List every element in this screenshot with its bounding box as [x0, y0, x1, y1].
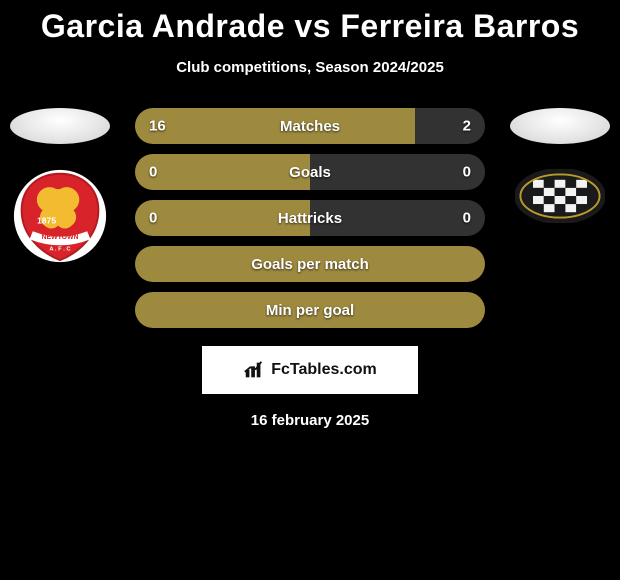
- footer-date: 16 february 2025: [0, 412, 620, 429]
- stat-bars: Matches 16 2 Goals 0 0 Hattricks 0 0 Goals per ma…: [135, 108, 485, 328]
- stat-bar: Matches 16 2: [135, 108, 485, 144]
- stat-bar-right-seg: [310, 154, 485, 190]
- page-subtitle: Club competitions, Season 2024/2025: [0, 59, 620, 76]
- stat-bar-left-value: 0: [149, 210, 157, 227]
- brand-footer[interactable]: FcTables.com: [202, 346, 418, 394]
- stat-bar-left-seg: [135, 154, 310, 190]
- stat-bar-left-value: 0: [149, 164, 157, 181]
- stat-bar-label: Goals per match: [251, 256, 369, 273]
- player-left-platform: [10, 108, 110, 144]
- stat-bar-label: Goals: [289, 164, 331, 181]
- stat-bar: Goals per match: [135, 246, 485, 282]
- newtown-badge-icon: 1875 NEWTOWN A . F . C: [12, 168, 108, 264]
- page-title: Garcia Andrade vs Ferreira Barros: [0, 0, 620, 45]
- stat-bar: Hattricks 0 0: [135, 200, 485, 236]
- stat-bar-left-value: 16: [149, 118, 166, 135]
- stat-bar-right-value: 0: [463, 164, 471, 181]
- stat-bar: Min per goal: [135, 292, 485, 328]
- bar-chart-icon: [243, 359, 265, 381]
- stat-bar-label: Min per goal: [266, 302, 354, 319]
- club-badge-left: 1875 NEWTOWN A . F . C: [10, 166, 110, 266]
- club-badge-right: [510, 146, 610, 246]
- brand-text: FcTables.com: [271, 361, 377, 379]
- stat-bar: Goals 0 0: [135, 154, 485, 190]
- stat-bar-right-value: 0: [463, 210, 471, 227]
- svg-text:NEWTOWN: NEWTOWN: [41, 234, 78, 241]
- player-right-platform: [510, 108, 610, 144]
- svg-text:1875: 1875: [37, 216, 56, 226]
- stat-bar-left-seg: [135, 108, 415, 144]
- stat-bar-right-value: 2: [463, 118, 471, 135]
- stat-bar-right-seg: [415, 108, 485, 144]
- stat-bar-label: Matches: [280, 118, 340, 135]
- comparison-stage: 1875 NEWTOWN A . F . C Matches 16 2 Goals 0 0…: [0, 108, 620, 328]
- checkered-badge-icon: [515, 169, 605, 223]
- svg-text:A . F . C: A . F . C: [49, 247, 70, 253]
- stat-bar-label: Hattricks: [278, 210, 342, 227]
